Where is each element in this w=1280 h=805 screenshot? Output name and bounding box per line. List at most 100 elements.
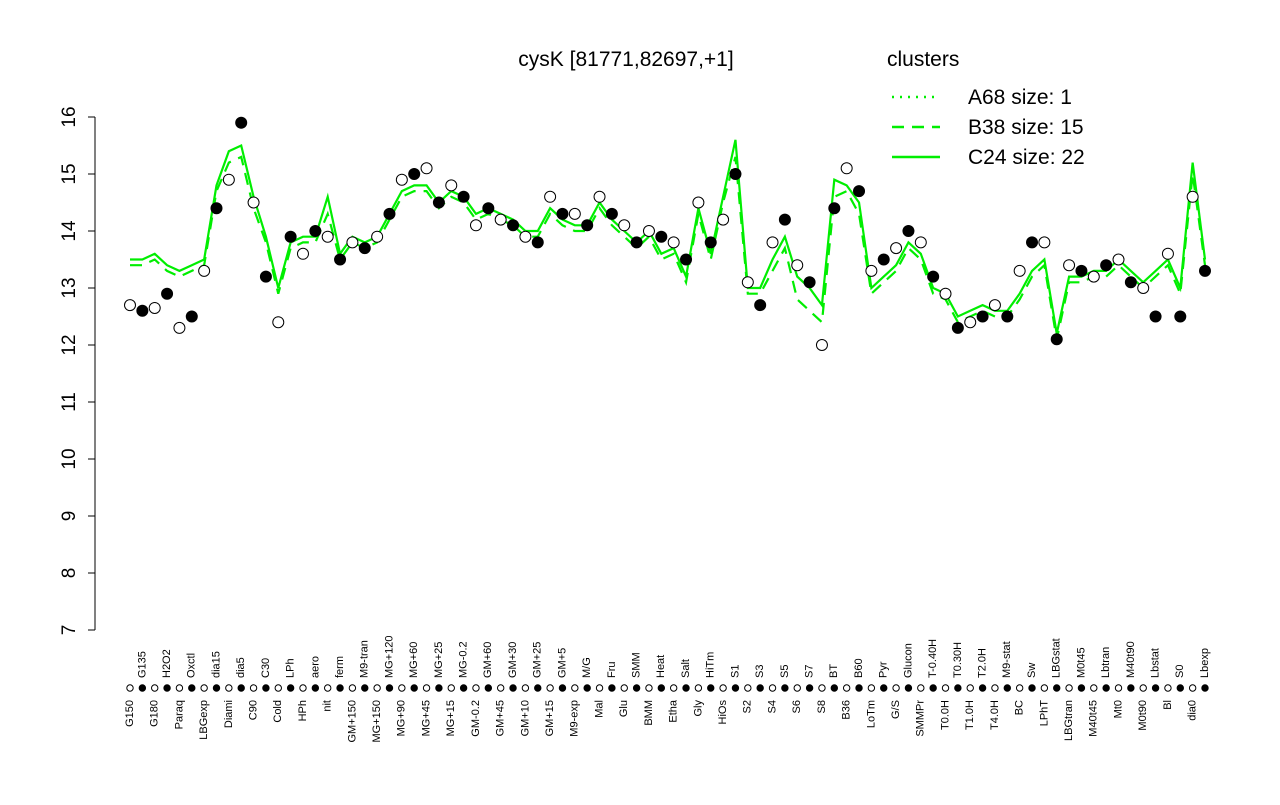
rug-mark <box>917 684 925 692</box>
rug-mark <box>225 684 233 692</box>
rug-mark <box>151 684 159 692</box>
rug-mark <box>1065 684 1073 692</box>
point <box>259 270 272 283</box>
rug-mark <box>892 684 900 692</box>
y-tick-label: 8 <box>59 568 80 579</box>
rug-mark <box>311 684 320 692</box>
point <box>680 253 693 266</box>
point <box>1124 276 1137 289</box>
point <box>939 287 952 300</box>
rug-mark <box>521 684 530 692</box>
x-tick-label: T1.0H <box>964 700 976 730</box>
rug-mark <box>212 684 221 692</box>
x-tick-label: Cold <box>272 700 284 723</box>
rug-mark <box>978 684 987 692</box>
rug-mark <box>694 684 703 692</box>
x-tick-label: G150 <box>124 700 136 727</box>
x-tick-label: GM-0.2 <box>470 700 482 737</box>
point <box>865 264 878 277</box>
point <box>568 207 581 220</box>
x-tick-label: Salt <box>680 659 692 678</box>
x-tick-label: GM+60 <box>482 642 494 678</box>
x-tick-label: S2 <box>742 700 754 713</box>
point <box>494 213 507 226</box>
point <box>840 162 853 175</box>
rug-mark <box>793 684 801 692</box>
point <box>358 242 371 255</box>
x-tick-label: Fru <box>606 662 618 679</box>
rug-mark <box>731 684 740 692</box>
x-tick-label: GM+5 <box>556 648 568 678</box>
x-tick-label: MG+45 <box>420 700 432 736</box>
rug-mark <box>385 684 394 692</box>
point <box>296 247 309 260</box>
rug-mark <box>818 684 826 692</box>
x-tick-label: BMM <box>643 700 655 726</box>
x-tick-label: aero <box>309 656 321 678</box>
rug-mark <box>867 684 876 692</box>
point <box>185 310 198 323</box>
x-tick-label: C90 <box>247 700 259 720</box>
point <box>927 270 940 283</box>
y-tick-label: 14 <box>59 220 80 242</box>
x-tick-label: Lbstat <box>1149 648 1161 678</box>
rug-mark <box>373 684 381 692</box>
point <box>692 196 705 209</box>
point <box>605 207 618 220</box>
x-tick-label: MG+120 <box>383 636 395 679</box>
point <box>136 304 149 317</box>
rug-mark <box>904 684 913 692</box>
chart-title: cysK [81771,82697,+1] <box>518 48 733 71</box>
rug-mark <box>1188 684 1197 692</box>
rug-mark <box>435 684 443 692</box>
x-tick-label: T0.30H <box>952 642 964 678</box>
point <box>161 287 174 300</box>
rug-mark <box>361 684 369 692</box>
rug-mark <box>262 684 270 692</box>
legend-title: clusters <box>887 48 959 71</box>
x-tick-label: Lbtran <box>1100 647 1112 678</box>
rug-mark <box>163 684 171 692</box>
point <box>432 196 445 209</box>
x-tick-label: M9-tran <box>359 640 371 678</box>
rug-mark <box>299 684 307 692</box>
rug-mark <box>126 684 134 692</box>
point <box>1161 247 1174 260</box>
x-tick-label: S5 <box>779 665 791 678</box>
x-tick-label: MG+90 <box>396 700 408 736</box>
point <box>1186 190 1199 203</box>
rug-mark <box>459 684 468 692</box>
x-tick-label: T-0.40H <box>927 639 939 678</box>
point <box>457 190 470 203</box>
rug-mark <box>1164 684 1172 692</box>
rug-mark <box>1151 684 1160 692</box>
point <box>914 236 927 249</box>
x-tick-label: Mal <box>593 700 605 718</box>
point <box>766 236 779 249</box>
legend-label: A68 size: 1 <box>968 86 1072 109</box>
point <box>964 316 977 329</box>
rug-mark <box>1114 684 1123 692</box>
point <box>791 259 804 272</box>
rug-mark <box>1139 684 1147 692</box>
x-tick-label: Glu <box>618 700 630 717</box>
x-tick-label: HiTm <box>705 652 717 678</box>
rug-mark <box>138 684 147 692</box>
x-tick-label: C30 <box>260 658 272 678</box>
rug-mark <box>348 684 357 692</box>
x-tick-label: LPh <box>285 658 297 678</box>
x-tick-label: MG+25 <box>433 642 445 678</box>
x-tick-label: G135 <box>136 651 148 678</box>
x-tick-label: G/S <box>890 700 902 719</box>
rug-mark <box>608 684 616 692</box>
point <box>704 236 717 249</box>
rug-mark <box>571 684 579 692</box>
rug-mark <box>595 684 604 692</box>
rug-mark <box>472 684 480 692</box>
rug-mark <box>484 684 493 692</box>
x-tick-label: B36 <box>841 700 853 720</box>
point <box>729 168 742 180</box>
legend-label: C24 size: 22 <box>968 146 1085 169</box>
rug-mark <box>410 684 418 692</box>
point <box>902 225 915 237</box>
